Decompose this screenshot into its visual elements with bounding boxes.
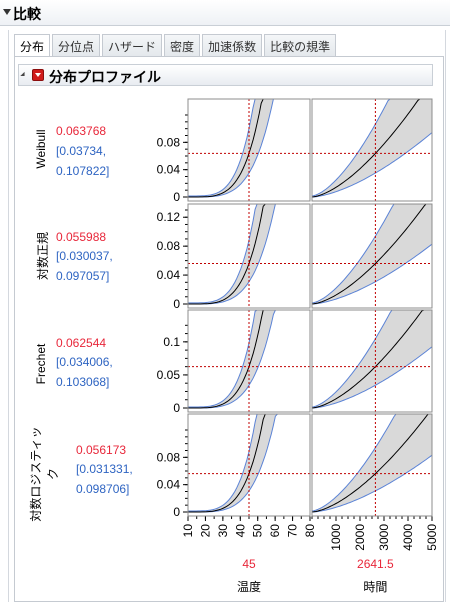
x-axis-tick-label: 80 xyxy=(303,524,317,538)
x-axis-tick-label: 10 xyxy=(181,524,195,538)
red-triangle-menu-icon[interactable] xyxy=(32,69,44,81)
x-axis-tick-label: 2000 xyxy=(353,524,367,551)
y-axis-tick-label: 0.08 xyxy=(157,450,181,464)
factor-name: 温度 xyxy=(237,579,261,594)
y-axis-tick-label: 0 xyxy=(173,297,180,311)
y-axis-tick-label: 0.05 xyxy=(157,368,181,382)
estimate-weibull: 0.063768 xyxy=(56,124,107,138)
lower-confidence-limit xyxy=(311,346,433,409)
lower-confidence-limit xyxy=(311,454,433,513)
factor-current-value: 2641.5 xyxy=(357,557,394,571)
prediction-curve xyxy=(311,309,432,409)
plot-panel-border xyxy=(187,309,311,413)
y-axis-tick-label: 0.04 xyxy=(157,478,181,492)
plot-panel-border xyxy=(187,98,311,202)
x-axis-tick-label: 60 xyxy=(268,524,282,538)
tab-bar: 分布 分位点 ハザード 密度 加速係数 比較の規準 xyxy=(14,34,338,57)
ci-frechet: [0.034006, 0.103068] xyxy=(56,352,113,392)
confidence-band xyxy=(312,414,432,512)
ci-loglogistic-upper: 0.098706] xyxy=(76,482,130,496)
lower-confidence-limit xyxy=(311,243,433,305)
confidence-band xyxy=(312,310,432,408)
ci-lognormal-lower: [0.030037, xyxy=(56,249,113,263)
y-axis-tick-label: 0 xyxy=(173,401,180,415)
ci-weibull: [0.03734, 0.107822] xyxy=(56,141,109,181)
x-axis-tick-label: 5000 xyxy=(425,524,439,551)
plot-panel-border xyxy=(311,98,433,202)
x-axis-tick-label: 20 xyxy=(198,524,212,538)
tab-quantile[interactable]: 分位点 xyxy=(52,34,101,56)
estimate-lognormal: 0.055988 xyxy=(56,230,107,244)
x-axis-tick-label: 70 xyxy=(286,524,300,538)
plot-panel-border xyxy=(311,203,433,309)
prediction-curve xyxy=(311,413,432,513)
plot-panel-border xyxy=(187,203,311,309)
tab-acceleration-factor[interactable]: 加速係数 xyxy=(202,34,263,56)
profiler-header[interactable]: 分布プロファイル xyxy=(18,64,433,86)
y-axis-tick-label: 0 xyxy=(173,190,180,204)
disclosure-triangle-icon[interactable] xyxy=(3,9,11,15)
tab-distribution[interactable]: 分布 xyxy=(14,34,51,57)
report-frame xyxy=(8,30,446,602)
y-axis-tick-label: 0 xyxy=(173,505,180,519)
estimate-frechet: 0.062544 xyxy=(56,336,107,350)
x-axis-tick-label: 4000 xyxy=(401,524,415,551)
ci-weibull-upper: 0.107822] xyxy=(56,164,110,178)
plot-panel-border xyxy=(311,309,433,413)
estimate-loglogistic: 0.056173 xyxy=(76,443,127,457)
x-axis-tick-label: 50 xyxy=(251,524,265,538)
confidence-band xyxy=(312,99,432,197)
prediction-curve xyxy=(311,203,432,305)
ci-lognormal: [0.030037, 0.097057] xyxy=(56,246,113,286)
x-axis-tick-label: 3000 xyxy=(377,524,391,551)
x-axis-tick-label: 1000 xyxy=(329,524,343,551)
ci-frechet-lower: [0.034006, xyxy=(56,355,113,369)
plot-panel-border xyxy=(311,413,433,517)
report-title: 比較 xyxy=(13,6,41,22)
ci-loglogistic-lower: [0.031331, xyxy=(76,462,133,476)
lower-confidence-limit xyxy=(311,132,433,198)
factor-current-value: 45 xyxy=(242,557,256,571)
profiler-title: 分布プロファイル xyxy=(49,69,161,85)
y-axis-tick-label: 0.12 xyxy=(157,210,181,224)
y-axis-tick-label: 0.04 xyxy=(157,163,181,177)
ci-frechet-upper: 0.103068] xyxy=(56,375,110,389)
ci-weibull-lower: [0.03734, xyxy=(56,144,107,158)
y-axis-tick-label: 0.04 xyxy=(157,268,181,282)
x-axis-tick-label: 30 xyxy=(216,524,230,538)
factor-name: 時間 xyxy=(363,580,387,594)
tab-comparison-criteria[interactable]: 比較の規準 xyxy=(264,34,337,56)
tab-hazard[interactable]: ハザード xyxy=(102,34,163,56)
plot-panel-border xyxy=(187,413,311,517)
y-axis-tick-label: 0.08 xyxy=(157,135,181,149)
report-header[interactable]: 比較 xyxy=(0,0,450,26)
y-axis-tick-label: 0.08 xyxy=(157,239,181,253)
confidence-band xyxy=(312,204,432,304)
y-axis-tick-label: 0.1 xyxy=(163,335,180,349)
tab-density[interactable]: 密度 xyxy=(164,34,201,56)
ci-lognormal-upper: 0.097057] xyxy=(56,269,110,283)
prediction-curve xyxy=(311,98,432,198)
ci-loglogistic: [0.031331, 0.098706] xyxy=(76,459,133,499)
x-axis-tick-label: 40 xyxy=(233,524,247,538)
